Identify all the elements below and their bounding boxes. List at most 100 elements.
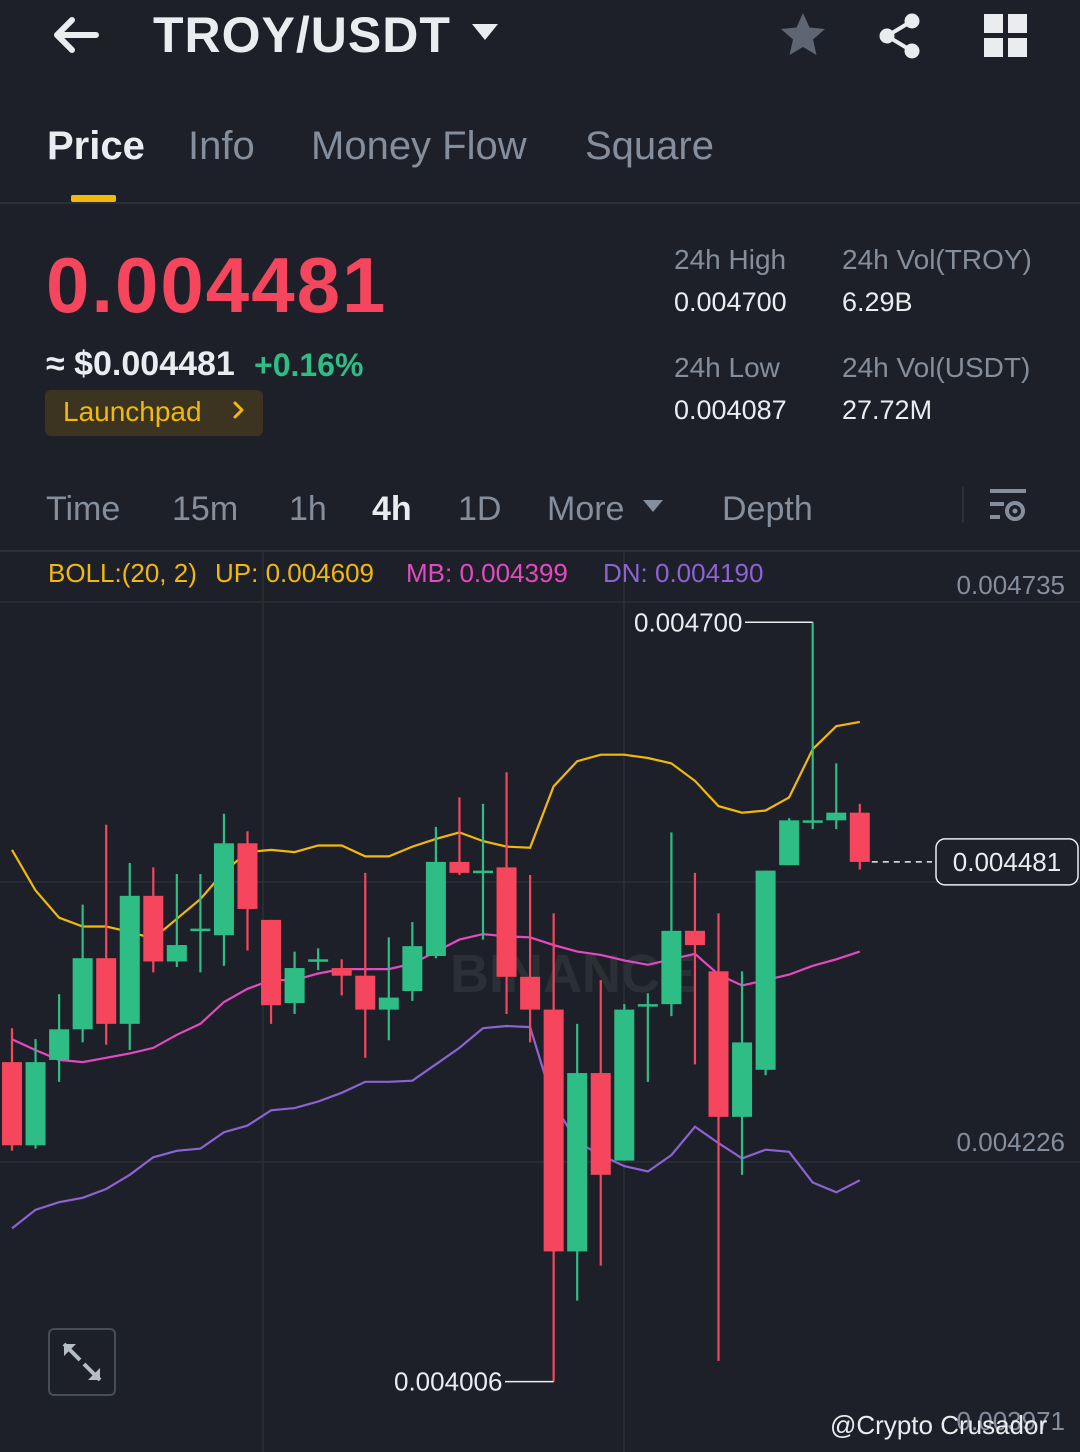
candle-body: [496, 867, 517, 977]
candle: [590, 980, 611, 1266]
candle-body: [755, 870, 776, 1070]
tab-money-flow[interactable]: Money Flow: [311, 124, 527, 168]
boll-dn-value: DN: 0.004190: [603, 558, 764, 588]
candle: [2, 1028, 22, 1151]
y-tick-label: 0.004226: [957, 1127, 1065, 1157]
candle-body: [473, 870, 493, 874]
chart-top-divider: [0, 550, 1080, 552]
boll-params: BOLL:(20, 2): [48, 558, 197, 588]
interval-1d[interactable]: 1D: [458, 490, 502, 528]
tabs-divider: [0, 202, 1080, 204]
candle: [166, 873, 187, 967]
candle: [190, 873, 211, 973]
interval-4h[interactable]: 4h: [372, 490, 412, 528]
grid-icon[interactable]: [984, 14, 1028, 63]
candle: [684, 872, 705, 1065]
candle: [96, 824, 117, 1045]
candle-body: [849, 812, 870, 862]
candle: [826, 763, 847, 830]
candle-body: [378, 997, 399, 1010]
candle: [543, 913, 564, 1382]
current-price-tag: [935, 838, 1079, 886]
watermark: @Crypto Crusador: [830, 1410, 1048, 1440]
pair-title[interactable]: TROY/USDT: [153, 7, 451, 63]
low-label: 24h Low: [674, 352, 780, 383]
star-icon[interactable]: [778, 10, 828, 65]
candle-body: [402, 946, 423, 992]
current-price-label: 0.004481: [953, 847, 1061, 877]
interval-time[interactable]: Time: [46, 490, 121, 528]
low-value: 0.004087: [674, 395, 787, 425]
candle-body: [567, 1073, 588, 1252]
candle-body: [331, 968, 352, 976]
candle: [402, 922, 423, 1001]
active-tab-indicator: [71, 195, 116, 202]
candle: [755, 870, 776, 1076]
chart-settings-icon[interactable]: [988, 487, 1028, 530]
launchpad-badge[interactable]: Launchpad: [45, 390, 263, 436]
usd-price: ≈ $0.004481: [46, 345, 235, 383]
candle-body: [25, 1062, 46, 1146]
interval-more[interactable]: More: [547, 490, 625, 528]
candle: [473, 803, 493, 940]
last-price: 0.004481: [46, 241, 388, 329]
candle: [355, 872, 376, 1058]
tab-square[interactable]: Square: [585, 124, 714, 168]
expand-icon[interactable]: [48, 1328, 116, 1396]
candle-body: [590, 1073, 611, 1175]
chevron-down-icon[interactable]: [470, 22, 500, 49]
candle-body: [661, 930, 682, 1005]
y-tick-label: 0.003971: [957, 1406, 1065, 1436]
candle: [25, 1039, 46, 1149]
candle-body: [213, 843, 234, 936]
candle-body: [520, 976, 541, 1010]
candle-body: [708, 971, 729, 1117]
candle: [614, 1004, 635, 1161]
candle-body: [261, 919, 282, 1006]
candle-body: [119, 895, 140, 1024]
price-change: +0.16%: [254, 347, 364, 383]
candle: [708, 913, 729, 1361]
candle-body: [96, 958, 117, 1024]
candle: [567, 1023, 588, 1301]
candle-body: [732, 1042, 753, 1117]
candle-body: [637, 1004, 658, 1007]
candle-body: [237, 843, 258, 909]
candle-body: [308, 959, 329, 962]
candle: [331, 959, 352, 996]
share-icon[interactable]: [876, 12, 924, 65]
candle-body: [355, 975, 376, 1010]
candle-body: [2, 1062, 22, 1146]
candle-body: [49, 1029, 70, 1060]
vol-base-value: 6.29B: [842, 287, 913, 317]
interval-depth[interactable]: Depth: [722, 490, 813, 528]
interval-1h[interactable]: 1h: [289, 490, 327, 528]
candlestick-chart[interactable]: BINANCE0.0047350.0044800.0042260.0039710…: [0, 552, 1080, 1452]
candle: [49, 994, 70, 1082]
candle-body: [166, 945, 187, 962]
candle: [119, 863, 140, 1051]
candle-body: [614, 1009, 635, 1161]
high-label: 24h High: [674, 244, 787, 275]
interval-15m[interactable]: 15m: [172, 490, 239, 528]
tab-info[interactable]: Info: [188, 124, 255, 168]
candles-group: [2, 622, 870, 1382]
candle: [849, 803, 870, 870]
more-caret-icon[interactable]: [642, 499, 664, 518]
candle: [520, 875, 541, 1043]
candle: [143, 867, 164, 973]
candle-body: [449, 861, 470, 873]
candle: [637, 993, 658, 1082]
min-price-label: 0.004006: [394, 1367, 502, 1397]
candle-body: [143, 895, 164, 962]
candle-body: [190, 928, 211, 932]
back-arrow-icon[interactable]: [48, 10, 104, 60]
candle: [261, 919, 282, 1024]
candle: [661, 832, 682, 1017]
candle-body: [779, 820, 800, 866]
candle: [72, 904, 93, 1043]
tab-price[interactable]: Price: [47, 124, 145, 168]
candle-body: [802, 820, 823, 823]
interval-separator: [962, 487, 964, 523]
candle: [496, 772, 517, 1014]
